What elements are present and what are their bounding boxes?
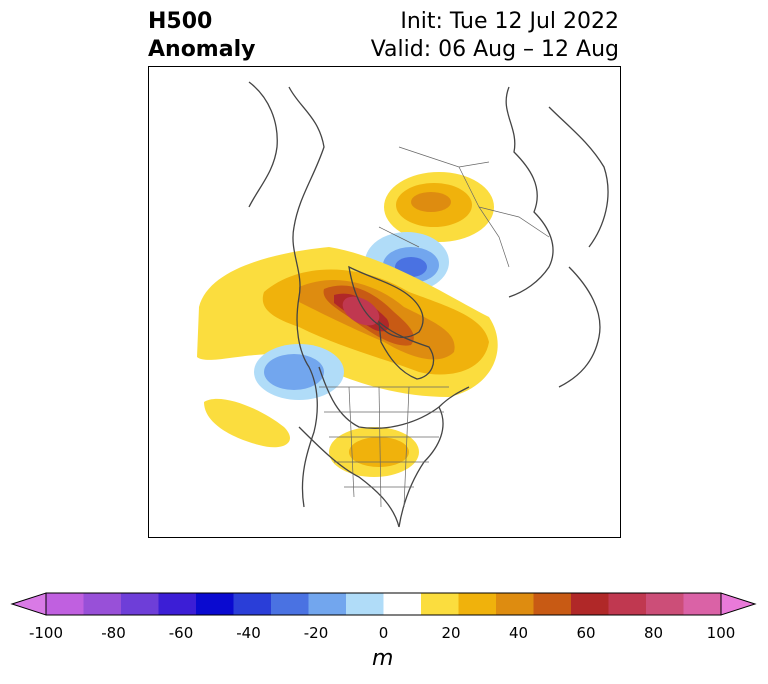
colorbar-segment xyxy=(683,593,722,615)
colorbar-under-arrow xyxy=(10,592,47,616)
title-anomaly: Anomaly xyxy=(148,37,256,62)
colorbar-tick-label: -80 xyxy=(101,624,126,642)
colorbar-segment xyxy=(533,593,572,615)
colorbar xyxy=(10,592,757,616)
colorbar-segment xyxy=(458,593,497,615)
colorbar-tick-label: -100 xyxy=(28,624,64,642)
colorbar-tick-label: -60 xyxy=(168,624,194,642)
colorbar-unit: m xyxy=(372,646,394,671)
title-right: Init: Tue 12 Jul 2022 Valid: 06 Aug – 12… xyxy=(371,8,619,64)
colorbar-segment xyxy=(83,593,122,615)
colorbar-over-arrow xyxy=(720,592,757,616)
colorbar-segments xyxy=(46,593,722,615)
colorbar-segment xyxy=(646,593,684,615)
anomaly-map xyxy=(148,66,621,538)
colorbar-segment xyxy=(233,593,272,615)
colorbar-tick-label: 80 xyxy=(643,624,664,642)
colorbar-tick-label: 100 xyxy=(706,624,736,642)
init-date: Init: Tue 12 Jul 2022 xyxy=(400,9,619,34)
colorbar-segment xyxy=(271,593,309,615)
colorbar-segment xyxy=(196,593,234,615)
map-canvas xyxy=(197,81,609,528)
colorbar-segment xyxy=(158,593,197,615)
colorbar-segment xyxy=(571,593,609,615)
colorbar-segment xyxy=(46,593,84,615)
colorbar-tick-label: 20 xyxy=(441,624,461,642)
colorbar-segment xyxy=(496,593,534,615)
title-variable: H500 xyxy=(148,9,213,34)
colorbar-segment xyxy=(421,593,459,615)
colorbar-tick-label: -40 xyxy=(236,624,261,642)
colorbar-tick-label: 40 xyxy=(508,624,529,642)
colorbar-tick-label: 0 xyxy=(378,624,389,642)
colorbar-segment xyxy=(608,593,647,615)
colorbar-tick-label: 60 xyxy=(576,624,596,642)
valid-range: Valid: 06 Aug – 12 Aug xyxy=(370,37,619,62)
colorbar-frame xyxy=(45,592,722,616)
colorbar-segment xyxy=(346,593,384,615)
colorbar-segment xyxy=(308,593,347,615)
anomaly-fills xyxy=(197,172,498,477)
colorbar-tick-label: -20 xyxy=(303,624,329,642)
colorbar-segment xyxy=(383,593,422,615)
title-left: H500 Anomaly xyxy=(148,8,255,64)
borders xyxy=(319,146,550,508)
colorbar-segment xyxy=(121,593,159,615)
